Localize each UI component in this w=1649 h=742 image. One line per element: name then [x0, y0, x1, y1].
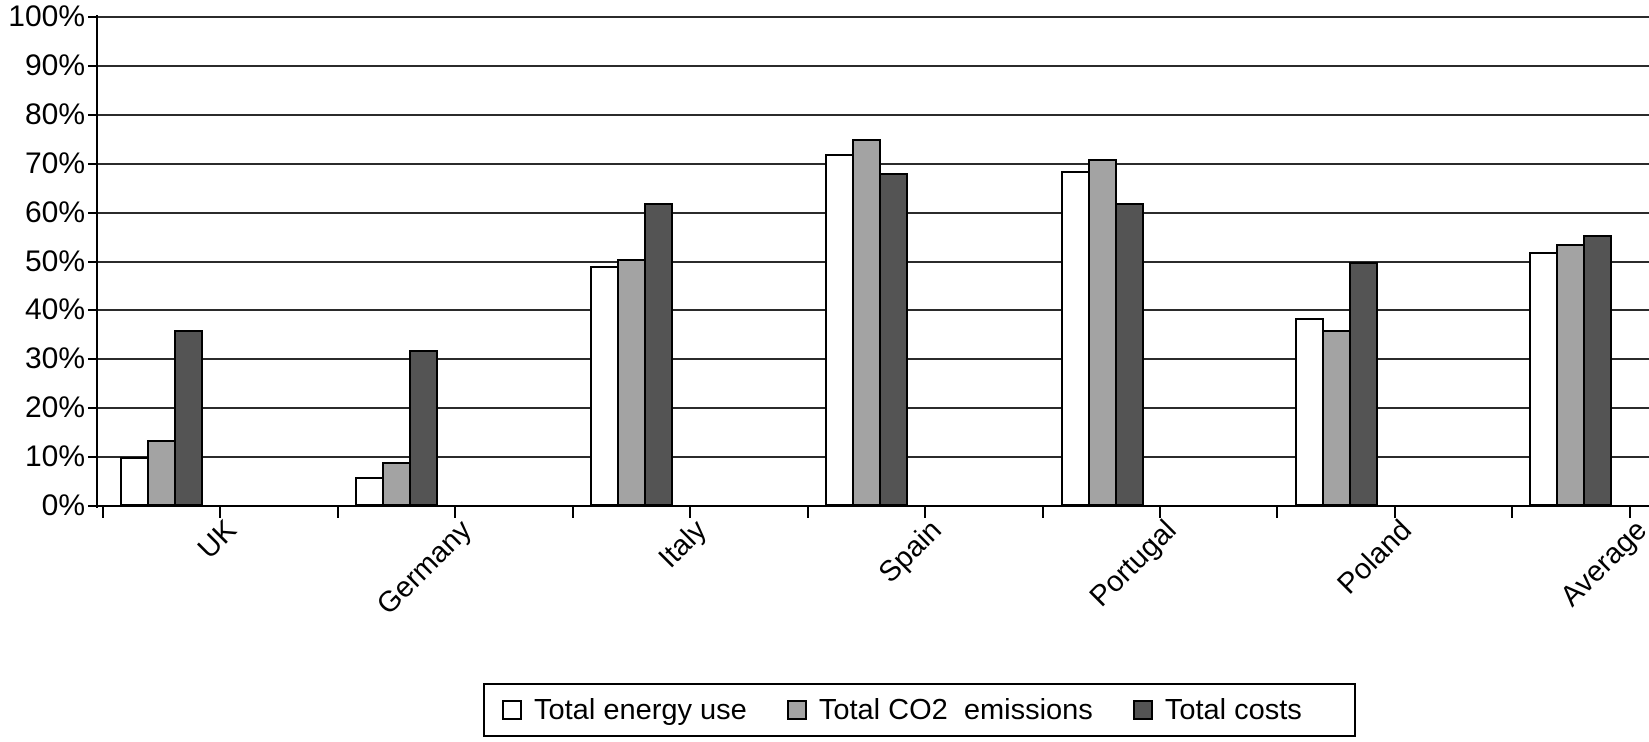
y-axis-label: 0% [41, 489, 85, 522]
x-axis-tick [1629, 507, 1631, 518]
x-axis-tick [807, 507, 809, 518]
legend-item: Total energy use [502, 694, 747, 727]
x-axis-tick [1042, 507, 1044, 518]
bar-total-co2-emissions-spain [851, 139, 881, 506]
x-axis-tick [337, 507, 339, 518]
y-axis-tick [88, 456, 97, 459]
y-axis-label: 80% [24, 97, 85, 131]
y-axis-line [96, 15, 98, 508]
x-axis-tick [102, 507, 104, 518]
bar-total-costs-germany [408, 349, 438, 506]
y-axis-tick [88, 407, 97, 410]
bar-total-energy-use-poland [1294, 317, 1324, 506]
bar-total-co2-emissions-average [1555, 244, 1585, 506]
bar-total-costs-poland [1348, 261, 1378, 506]
x-axis-tick [689, 507, 691, 518]
gridline-80 [97, 113, 1649, 116]
bar-total-co2-emissions-poland [1321, 329, 1351, 506]
y-axis-tick [88, 309, 97, 312]
bar-total-energy-use-germany [354, 476, 384, 506]
category-label-uk: UK [191, 514, 243, 566]
y-axis-label: 70% [24, 146, 85, 180]
bar-total-co2-emissions-uk [146, 439, 176, 506]
y-axis-label: 40% [24, 293, 85, 327]
legend-item: Total costs [1132, 693, 1302, 727]
x-axis-tick [454, 507, 456, 518]
legend-label: Total CO2 emissions [818, 693, 1093, 726]
legend-label: Total energy use [534, 693, 747, 726]
bar-total-costs-italy [643, 202, 673, 506]
y-axis-label: 30% [24, 342, 85, 376]
y-axis-label: 20% [24, 391, 85, 425]
gridline-90 [97, 64, 1649, 67]
y-axis-label: 60% [24, 195, 85, 229]
x-axis-tick [1394, 507, 1396, 518]
category-label-spain: Spain [872, 514, 948, 590]
legend-swatch-icon [502, 700, 522, 720]
bar-total-costs-portugal [1114, 202, 1144, 506]
y-axis-tick [88, 260, 97, 263]
bar-total-costs-spain [878, 173, 908, 506]
bar-total-co2-emissions-italy [616, 259, 646, 506]
bar-total-energy-use-uk [119, 457, 149, 506]
x-axis-tick [1276, 507, 1278, 518]
y-axis-tick [88, 16, 97, 18]
bar-total-costs-uk [173, 329, 203, 506]
legend-label: Total costs [1164, 693, 1302, 726]
bar-total-energy-use-italy [589, 266, 619, 506]
y-axis-label: 100% [8, 0, 85, 34]
bar-total-co2-emissions-portugal [1087, 158, 1117, 506]
x-axis-tick [1511, 507, 1513, 518]
x-axis-tick [572, 507, 574, 518]
y-axis-label: 90% [24, 48, 85, 82]
y-axis-tick [88, 358, 97, 361]
legend-swatch-icon [786, 700, 807, 720]
x-axis-tick [219, 507, 221, 518]
y-axis-tick [88, 162, 97, 165]
bar-total-energy-use-portugal [1060, 171, 1090, 506]
y-axis-tick [88, 211, 97, 214]
bar-total-energy-use-spain [824, 153, 854, 506]
bar-total-co2-emissions-germany [381, 461, 411, 506]
category-label-poland: Poland [1331, 514, 1418, 601]
x-axis-tick [924, 507, 926, 518]
legend: Total energy use Total CO2 emissions Total… [483, 683, 1356, 737]
y-axis-tick [88, 64, 97, 67]
category-label-germany: Germany [370, 514, 478, 621]
x-axis-tick [1159, 507, 1161, 518]
category-label-average: Average [1553, 514, 1649, 613]
y-axis-label: 50% [24, 244, 85, 278]
category-label-italy: Italy [652, 514, 713, 575]
x-axis-line [88, 505, 1649, 507]
bar-total-energy-use-average [1528, 251, 1558, 506]
category-label-portugal: Portugal [1083, 514, 1183, 614]
legend-item: Total CO2 emissions [786, 693, 1093, 727]
y-axis-tick [88, 113, 97, 116]
legend-swatch-icon [1132, 700, 1153, 720]
gridline-100 [97, 16, 1649, 18]
bar-total-costs-average [1582, 234, 1612, 506]
y-axis-label: 10% [24, 440, 85, 474]
